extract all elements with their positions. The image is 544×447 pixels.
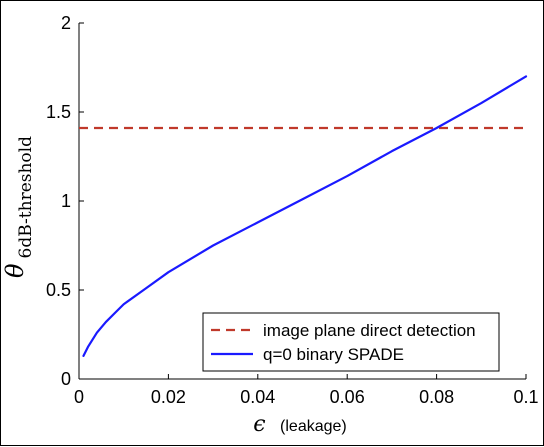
y-axis-subscript: 6dB-threshold [16,136,36,259]
y-tick-label: 1.5 [46,102,71,122]
x-axis-text: (leakage) [280,418,347,435]
y-tick-label: 0 [61,369,71,389]
x-tick-label: 0.06 [330,387,365,407]
y-axis-label: θ 6dB-threshold [1,136,36,278]
x-axis-label: ϵ (leakage) [253,412,346,437]
legend-label-spade: q=0 binary SPADE [263,345,404,364]
x-tick-label: 0.02 [151,387,186,407]
legend: image plane direct detection q=0 binary … [202,312,500,372]
series-layer [79,75,528,357]
y-tick-label: 0.5 [46,280,71,300]
legend-box [202,312,500,372]
y-tick-label: 1 [61,191,71,211]
x-tick-label: 0.04 [240,387,275,407]
axes: 0 0.02 0.04 0.06 0.08 0.1 0 0.5 1 1.5 2 [46,13,539,407]
svg-text:θ 6dB-threshold: θ 6dB-threshold [1,136,36,278]
x-tick-label: 0.1 [513,387,538,407]
y-axis-symbol: θ [1,263,29,278]
x-tick-label: 0 [74,387,84,407]
y-tick-label: 2 [61,13,71,33]
x-axis-symbol: ϵ [253,412,265,437]
series-line-spade [82,75,528,357]
legend-label-direct-detection: image plane direct detection [263,321,476,340]
x-tick-label: 0.08 [419,387,454,407]
